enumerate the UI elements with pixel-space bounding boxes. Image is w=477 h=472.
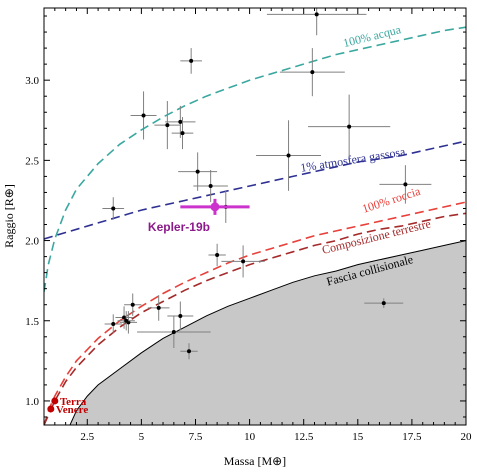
data-point (130, 302, 135, 307)
data-point (347, 124, 352, 129)
planet-point (154, 101, 181, 150)
data-point (178, 313, 183, 318)
data-point (241, 259, 246, 264)
collision-boundary (69, 240, 466, 425)
planet-point (279, 48, 345, 97)
x-tick-label: 2.5 (80, 431, 94, 443)
plot-frame (43, 7, 467, 426)
x-axis-label: Massa [M⊕] (224, 454, 286, 468)
planet-point (266, 8, 367, 36)
planet-point (117, 311, 135, 331)
planet-point (308, 94, 391, 159)
data-point (189, 58, 194, 63)
planet-point (180, 48, 202, 74)
data-point (111, 206, 116, 211)
axis-ticks: 2.5 5 7.5 10 12.5 15 17.5 20 1.0 1.5 2.0 2.5 3.0 (25, 8, 472, 443)
data-point (310, 70, 315, 75)
y-tick-label: 1.5 (25, 316, 39, 328)
data-point (171, 329, 176, 334)
planet-point (221, 245, 265, 278)
planet-point (167, 301, 194, 331)
solar-planet-marker-1 (47, 405, 55, 413)
model-curve-2 (44, 201, 466, 425)
model-curve-1 (44, 140, 466, 240)
x-tick-label: 5 (139, 431, 145, 443)
data-point (286, 153, 291, 158)
planet-point (165, 105, 196, 138)
data-point (111, 321, 116, 326)
solar-planet-marker-0 (51, 397, 59, 405)
data-point (215, 252, 220, 257)
planet-point (137, 315, 211, 349)
data-point (124, 318, 129, 323)
planet-point (147, 295, 170, 321)
data-point (314, 12, 319, 17)
kepler-19b-label: Kepler-19b (148, 220, 210, 234)
y-tick-label: 2.5 (25, 155, 39, 167)
solar-planet-label-0: Terra (60, 396, 87, 408)
data-point (186, 349, 191, 354)
x-tick-label: 12.5 (294, 431, 314, 443)
planet-point (104, 314, 122, 334)
model-curve-0 (44, 26, 466, 293)
planet-point (180, 343, 198, 360)
plot-area (44, 8, 466, 425)
y-tick-label: 1.0 (25, 396, 39, 408)
planet-point (119, 311, 138, 334)
data-point (180, 131, 185, 136)
x-tick-label: 7.5 (189, 431, 203, 443)
curve-label-2: 100% roccia (360, 184, 422, 216)
curve-label-0: 100% acqua (342, 22, 403, 50)
data-point (381, 301, 386, 306)
planet-point (130, 91, 157, 140)
x-tick-label: 15 (352, 431, 364, 443)
data-point (122, 315, 127, 320)
planet-point (115, 306, 133, 329)
planet-point (364, 298, 404, 308)
x-tick-label: 17.5 (402, 431, 422, 443)
x-tick-label: 20 (461, 431, 473, 443)
kepler-19b-point (180, 198, 250, 215)
data-point (141, 113, 146, 118)
y-tick-label: 3.0 (25, 75, 39, 87)
y-tick-label: 2.0 (25, 236, 39, 248)
model-curve-3 (44, 212, 466, 425)
data-point (208, 184, 213, 189)
data-point (195, 169, 200, 174)
planet-point (193, 169, 228, 203)
solar-planet-label-1: Venere (56, 404, 89, 416)
x-tick-label: 10 (244, 431, 256, 443)
data-point (156, 305, 161, 310)
planet-point (379, 165, 432, 204)
planet-point (124, 293, 142, 316)
data-point (178, 119, 183, 124)
curve-label-1: 1% atmosfera gassosa (299, 144, 407, 175)
kepler-19b-marker (210, 202, 220, 212)
data-point (165, 123, 170, 128)
planet-point (102, 197, 125, 220)
y-axis-label: Raggio [R⊕] (2, 184, 16, 248)
planet-point (208, 243, 226, 267)
planet-point (171, 117, 194, 150)
planet-point (256, 120, 322, 191)
collision-region (69, 240, 466, 425)
data-point (403, 182, 408, 187)
